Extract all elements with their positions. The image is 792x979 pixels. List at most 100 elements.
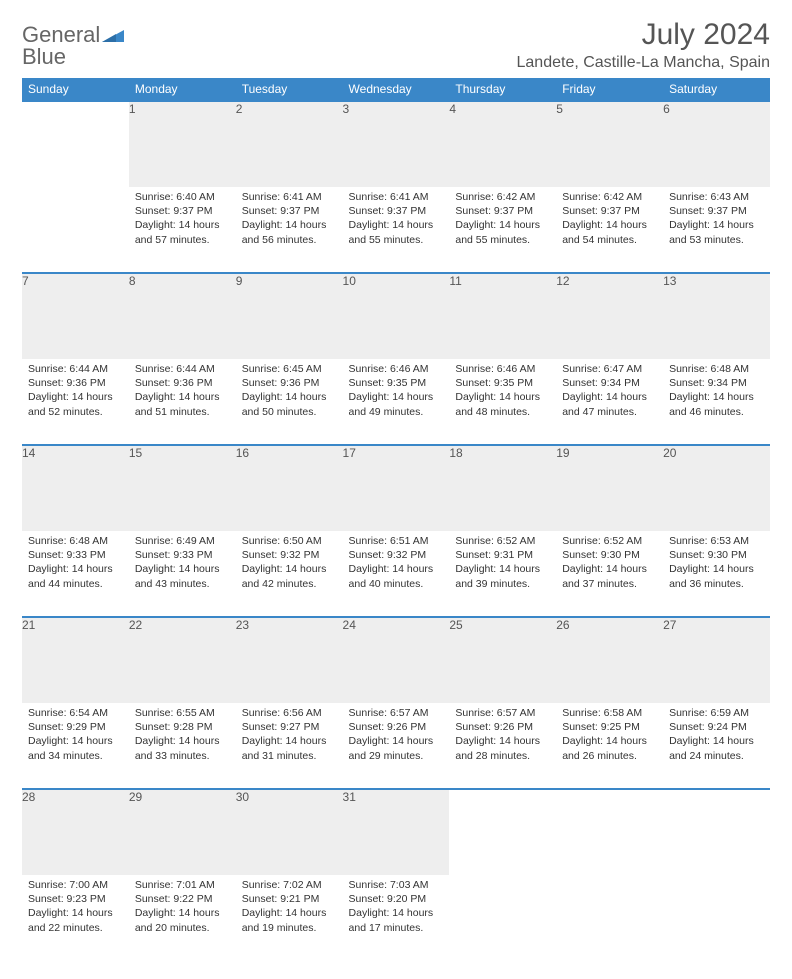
daylight-line: Daylight: 14 hours and 51 minutes. <box>135 390 230 418</box>
day-number-cell <box>22 101 129 187</box>
sunrise-line: Sunrise: 6:59 AM <box>669 706 764 720</box>
day-content-cell: Sunrise: 6:44 AMSunset: 9:36 PMDaylight:… <box>22 359 129 445</box>
day-content-row: Sunrise: 6:48 AMSunset: 9:33 PMDaylight:… <box>22 531 770 617</box>
logo: General Blue <box>22 18 124 68</box>
sunrise-line: Sunrise: 6:48 AM <box>28 534 123 548</box>
day-details: Sunrise: 6:53 AMSunset: 9:30 PMDaylight:… <box>663 531 770 597</box>
day-content-cell: Sunrise: 6:57 AMSunset: 9:26 PMDaylight:… <box>343 703 450 789</box>
sunrise-line: Sunrise: 6:57 AM <box>455 706 550 720</box>
day-number-cell <box>449 789 556 875</box>
sunset-line: Sunset: 9:37 PM <box>135 204 230 218</box>
day-number-cell: 28 <box>22 789 129 875</box>
daylight-line: Daylight: 14 hours and 36 minutes. <box>669 562 764 590</box>
daylight-line: Daylight: 14 hours and 17 minutes. <box>349 906 444 934</box>
daylight-line: Daylight: 14 hours and 56 minutes. <box>242 218 337 246</box>
day-number-cell: 13 <box>663 273 770 359</box>
sunset-line: Sunset: 9:37 PM <box>562 204 657 218</box>
day-content-cell: Sunrise: 6:47 AMSunset: 9:34 PMDaylight:… <box>556 359 663 445</box>
sunrise-line: Sunrise: 7:02 AM <box>242 878 337 892</box>
day-number-cell: 25 <box>449 617 556 703</box>
daylight-line: Daylight: 14 hours and 48 minutes. <box>455 390 550 418</box>
weekday-header-row: SundayMondayTuesdayWednesdayThursdayFrid… <box>22 78 770 101</box>
day-number-cell: 27 <box>663 617 770 703</box>
day-content-cell: Sunrise: 6:45 AMSunset: 9:36 PMDaylight:… <box>236 359 343 445</box>
location: Landete, Castille-La Mancha, Spain <box>517 54 771 72</box>
day-content-cell <box>22 187 129 273</box>
day-number-cell: 22 <box>129 617 236 703</box>
day-number-cell: 9 <box>236 273 343 359</box>
day-content-cell: Sunrise: 6:42 AMSunset: 9:37 PMDaylight:… <box>556 187 663 273</box>
day-number-cell: 19 <box>556 445 663 531</box>
sunset-line: Sunset: 9:34 PM <box>562 376 657 390</box>
day-content-cell <box>556 875 663 961</box>
day-details: Sunrise: 6:46 AMSunset: 9:35 PMDaylight:… <box>449 359 556 425</box>
sunset-line: Sunset: 9:31 PM <box>455 548 550 562</box>
daylight-line: Daylight: 14 hours and 34 minutes. <box>28 734 123 762</box>
day-content-cell: Sunrise: 6:46 AMSunset: 9:35 PMDaylight:… <box>343 359 450 445</box>
day-details: Sunrise: 6:44 AMSunset: 9:36 PMDaylight:… <box>129 359 236 425</box>
day-details: Sunrise: 7:01 AMSunset: 9:22 PMDaylight:… <box>129 875 236 941</box>
day-number-cell: 14 <box>22 445 129 531</box>
sunset-line: Sunset: 9:20 PM <box>349 892 444 906</box>
calendar-table: SundayMondayTuesdayWednesdayThursdayFrid… <box>22 78 770 961</box>
sunrise-line: Sunrise: 6:51 AM <box>349 534 444 548</box>
day-number-cell: 23 <box>236 617 343 703</box>
day-details: Sunrise: 6:52 AMSunset: 9:30 PMDaylight:… <box>556 531 663 597</box>
day-content-cell: Sunrise: 7:03 AMSunset: 9:20 PMDaylight:… <box>343 875 450 961</box>
sunrise-line: Sunrise: 6:49 AM <box>135 534 230 548</box>
day-details: Sunrise: 6:51 AMSunset: 9:32 PMDaylight:… <box>343 531 450 597</box>
daylight-line: Daylight: 14 hours and 47 minutes. <box>562 390 657 418</box>
sunrise-line: Sunrise: 6:41 AM <box>242 190 337 204</box>
daylight-line: Daylight: 14 hours and 55 minutes. <box>455 218 550 246</box>
daylight-line: Daylight: 14 hours and 31 minutes. <box>242 734 337 762</box>
header: General Blue July 2024 Landete, Castille… <box>22 18 770 72</box>
calendar-page: General Blue July 2024 Landete, Castille… <box>0 0 792 979</box>
day-number-cell: 21 <box>22 617 129 703</box>
daylight-line: Daylight: 14 hours and 52 minutes. <box>28 390 123 418</box>
day-details: Sunrise: 6:58 AMSunset: 9:25 PMDaylight:… <box>556 703 663 769</box>
day-number-cell: 20 <box>663 445 770 531</box>
day-number-cell: 8 <box>129 273 236 359</box>
sunrise-line: Sunrise: 6:40 AM <box>135 190 230 204</box>
day-details: Sunrise: 6:42 AMSunset: 9:37 PMDaylight:… <box>556 187 663 253</box>
day-content-cell: Sunrise: 6:55 AMSunset: 9:28 PMDaylight:… <box>129 703 236 789</box>
sunrise-line: Sunrise: 6:52 AM <box>562 534 657 548</box>
daylight-line: Daylight: 14 hours and 46 minutes. <box>669 390 764 418</box>
day-details: Sunrise: 6:46 AMSunset: 9:35 PMDaylight:… <box>343 359 450 425</box>
sunset-line: Sunset: 9:29 PM <box>28 720 123 734</box>
sunset-line: Sunset: 9:36 PM <box>28 376 123 390</box>
month-title: July 2024 <box>517 18 771 52</box>
day-content-cell: Sunrise: 6:59 AMSunset: 9:24 PMDaylight:… <box>663 703 770 789</box>
sunrise-line: Sunrise: 6:42 AM <box>562 190 657 204</box>
day-details: Sunrise: 6:41 AMSunset: 9:37 PMDaylight:… <box>343 187 450 253</box>
weekday-header: Thursday <box>449 78 556 101</box>
day-number-cell <box>556 789 663 875</box>
day-details: Sunrise: 7:03 AMSunset: 9:20 PMDaylight:… <box>343 875 450 941</box>
day-number-cell: 7 <box>22 273 129 359</box>
day-content-cell: Sunrise: 6:48 AMSunset: 9:33 PMDaylight:… <box>22 531 129 617</box>
day-content-cell: Sunrise: 6:42 AMSunset: 9:37 PMDaylight:… <box>449 187 556 273</box>
day-details: Sunrise: 6:50 AMSunset: 9:32 PMDaylight:… <box>236 531 343 597</box>
sunrise-line: Sunrise: 6:41 AM <box>349 190 444 204</box>
daylight-line: Daylight: 14 hours and 24 minutes. <box>669 734 764 762</box>
sunset-line: Sunset: 9:35 PM <box>349 376 444 390</box>
daylight-line: Daylight: 14 hours and 42 minutes. <box>242 562 337 590</box>
day-content-cell: Sunrise: 7:02 AMSunset: 9:21 PMDaylight:… <box>236 875 343 961</box>
day-details: Sunrise: 6:43 AMSunset: 9:37 PMDaylight:… <box>663 187 770 253</box>
sunrise-line: Sunrise: 6:48 AM <box>669 362 764 376</box>
sunrise-line: Sunrise: 6:57 AM <box>349 706 444 720</box>
sunset-line: Sunset: 9:33 PM <box>135 548 230 562</box>
day-details: Sunrise: 6:44 AMSunset: 9:36 PMDaylight:… <box>22 359 129 425</box>
day-number-cell: 2 <box>236 101 343 187</box>
day-content-cell: Sunrise: 6:43 AMSunset: 9:37 PMDaylight:… <box>663 187 770 273</box>
day-content-cell: Sunrise: 6:41 AMSunset: 9:37 PMDaylight:… <box>343 187 450 273</box>
day-number-row: 21222324252627 <box>22 617 770 703</box>
sunset-line: Sunset: 9:35 PM <box>455 376 550 390</box>
sunset-line: Sunset: 9:33 PM <box>28 548 123 562</box>
day-number-cell: 24 <box>343 617 450 703</box>
weekday-header: Saturday <box>663 78 770 101</box>
day-number-cell: 3 <box>343 101 450 187</box>
day-number-cell: 29 <box>129 789 236 875</box>
day-content-cell: Sunrise: 6:41 AMSunset: 9:37 PMDaylight:… <box>236 187 343 273</box>
sunrise-line: Sunrise: 6:43 AM <box>669 190 764 204</box>
